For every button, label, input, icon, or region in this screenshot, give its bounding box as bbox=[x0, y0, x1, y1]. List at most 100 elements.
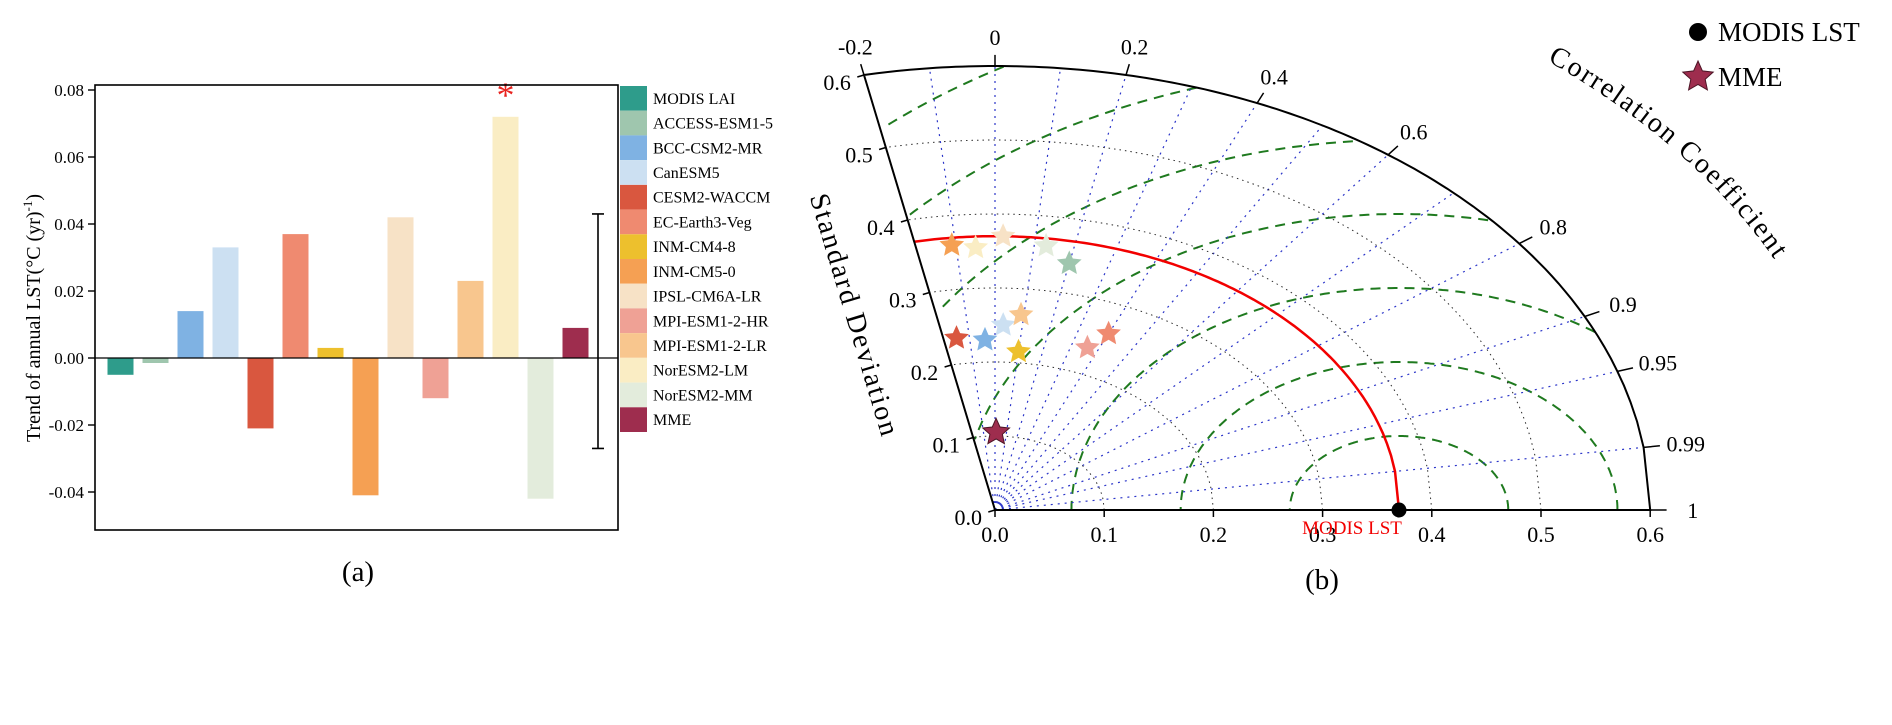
legend-label-MPI-ESM1-2-LR: MPI-ESM1-2-LR bbox=[653, 338, 767, 355]
corr-tick-mark bbox=[1387, 145, 1399, 156]
left-tick-mark bbox=[857, 74, 865, 78]
rmsd-contour bbox=[1288, 435, 1510, 510]
std-arc bbox=[907, 213, 1433, 511]
panel-a-caption: (a) bbox=[341, 556, 375, 588]
corr-tick-mark bbox=[1617, 367, 1634, 373]
correlation-ray bbox=[928, 68, 996, 511]
bar-ACCESS-ESM1-5 bbox=[142, 358, 169, 363]
correlation-ray bbox=[994, 154, 1389, 511]
correlation-ray bbox=[994, 125, 1324, 511]
corr-tick-mark bbox=[1256, 92, 1265, 104]
legend-swatch-ACCESS-ESM1-5 bbox=[620, 110, 647, 136]
taylor-diagram-panel: 0.0 0.1 0.2 0.3 0.4 0.5 0.6 0.0 0.1 0.2 0.3 0.4 0.5 0… bbox=[803, 17, 1860, 547]
corr-tick-label: 0.4 bbox=[1260, 65, 1288, 90]
model-star-BCC-CSM2-MR bbox=[972, 326, 998, 351]
left-tick-label: 0.1 bbox=[933, 433, 961, 458]
left-tick-mark bbox=[900, 219, 908, 223]
model-star-EC-Earth3-Veg bbox=[1096, 320, 1121, 345]
legend-label-MODIS LAI: MODIS LAI bbox=[653, 91, 735, 108]
corr-tick-label: -0.2 bbox=[838, 35, 873, 60]
legend-marker-star bbox=[1681, 59, 1715, 91]
left-tick-mark bbox=[944, 364, 952, 368]
y-tick-label: 0.06 bbox=[54, 148, 84, 167]
panel-b-caption: (b) bbox=[1305, 564, 1339, 596]
legend-marker-circle bbox=[1689, 23, 1707, 41]
legend-swatch-NorESM2-MM bbox=[620, 382, 647, 408]
corr-tick-label: 0.8 bbox=[1539, 214, 1567, 239]
correlation-ray bbox=[994, 192, 1454, 511]
legend-label-ACCESS-ESM1-5: ACCESS-ESM1-5 bbox=[653, 116, 773, 133]
legend-label-modis-lst: MODIS LST bbox=[1718, 17, 1860, 47]
model-star-MPI-ESM1-2-HR bbox=[1075, 334, 1100, 359]
bottom-tick-label: 0.1 bbox=[1090, 522, 1118, 547]
bar-NorESM2-LM bbox=[492, 116, 519, 358]
model-star-NorESM2-LM bbox=[963, 234, 988, 259]
y-tick-label: 0.08 bbox=[54, 81, 84, 100]
rmsd-contour bbox=[1070, 287, 1596, 510]
legend-label-INM-CM5-0: INM-CM5-0 bbox=[653, 264, 736, 281]
corr-tick-label: 0.99 bbox=[1667, 431, 1706, 456]
corr-tick-label: 0.9 bbox=[1609, 292, 1637, 317]
model-star-INM-CM5-0 bbox=[939, 232, 965, 256]
clipped-layer bbox=[884, 66, 1619, 510]
rmsd-contour bbox=[937, 140, 1353, 312]
reference-point bbox=[1391, 502, 1407, 518]
bottom-tick-label: 0.4 bbox=[1418, 522, 1446, 547]
left-tick-label: 0.5 bbox=[845, 143, 873, 168]
left-tick-mark bbox=[922, 291, 930, 296]
bar-IPSL-CM6A-LR bbox=[387, 217, 414, 358]
bar-MODIS LAI bbox=[107, 358, 134, 375]
legend-swatch-MPI-ESM1-2-HR bbox=[620, 308, 647, 334]
y-tick-label: 0.04 bbox=[54, 215, 84, 234]
legend-swatch-BCC-CSM2-MR bbox=[620, 135, 647, 161]
legend-label-MME: MME bbox=[653, 412, 691, 429]
y-tick-label: -0.02 bbox=[49, 416, 84, 435]
plot-frame bbox=[94, 84, 619, 531]
corr-tick-mark bbox=[1584, 310, 1600, 318]
corr-tick-mark bbox=[859, 63, 865, 76]
corr-tick-mark bbox=[1643, 445, 1660, 449]
y-tick-label: -0.04 bbox=[49, 483, 85, 502]
corr-tick-label: 0 bbox=[990, 25, 1001, 50]
model-star-CanESM5 bbox=[990, 312, 1016, 336]
bar-MPI-ESM1-2-LR bbox=[457, 280, 484, 358]
legend-swatch-MPI-ESM1-2-LR bbox=[620, 333, 647, 358]
legend-swatch-CESM2-WACCM bbox=[620, 184, 647, 210]
bar-EC-Earth3-Veg bbox=[282, 234, 309, 358]
correlation-ray bbox=[994, 243, 1520, 511]
legend-label-CESM2-WACCM: CESM2-WACCM bbox=[653, 190, 770, 207]
legend-label-INM-CM4-8: INM-CM4-8 bbox=[653, 239, 736, 256]
bar-chart-panel: * 0.08 0.06 0.04 0.02 0.00 -0.02 -0.04 Trend of … bbox=[20, 75, 773, 531]
correlation-ray bbox=[994, 446, 1644, 511]
rmsd-contour bbox=[884, 66, 1004, 128]
left-tick-mark bbox=[966, 436, 974, 441]
legend-label-EC-Earth3-Veg: EC-Earth3-Veg bbox=[653, 214, 752, 231]
legend-swatch-IPSL-CM6A-LR bbox=[620, 283, 647, 309]
model-star-IPSL-CM6A-LR bbox=[990, 223, 1016, 247]
bottom-tick-label: 0.6 bbox=[1636, 522, 1664, 547]
legend-swatch-CanESM5 bbox=[620, 160, 647, 185]
corr-tick-label: 0.95 bbox=[1639, 350, 1678, 375]
bar-BCC-CSM2-MR bbox=[177, 311, 204, 358]
correlation-ray bbox=[994, 370, 1618, 511]
left-tick-label: 0.0 bbox=[954, 505, 982, 530]
corr-tick-mark bbox=[1518, 236, 1533, 245]
left-tick-label: 0.4 bbox=[867, 215, 895, 240]
legend-swatch-NorESM2-LM bbox=[620, 357, 647, 383]
legend-label-CanESM5: CanESM5 bbox=[653, 165, 720, 182]
bar-MPI-ESM1-2-HR bbox=[422, 358, 449, 399]
bottom-tick-label: 0.0 bbox=[981, 522, 1009, 547]
legend-swatch-INM-CM4-8 bbox=[620, 234, 647, 259]
corr-tick-label: 0.2 bbox=[1121, 35, 1149, 60]
std-arc bbox=[973, 435, 1105, 511]
legend-label-MPI-ESM1-2-HR: MPI-ESM1-2-HR bbox=[653, 313, 769, 330]
bar-NorESM2-MM bbox=[527, 358, 554, 499]
correlation-ray bbox=[994, 86, 1193, 511]
bar-MME bbox=[562, 327, 589, 358]
corr-tick-label: 1 bbox=[1687, 498, 1698, 523]
legend-label-NorESM2-MM: NorESM2-MM bbox=[653, 387, 753, 404]
model-star-NorESM2-MM bbox=[1033, 232, 1059, 257]
reference-label: MODIS LST bbox=[1302, 518, 1402, 539]
legend-label-NorESM2-LM: NorESM2-LM bbox=[653, 363, 748, 380]
